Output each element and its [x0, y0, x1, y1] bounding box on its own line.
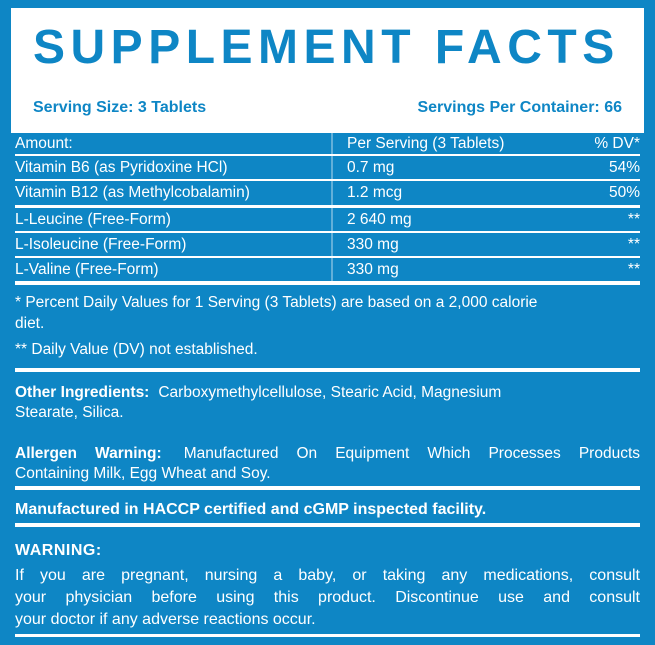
col-header-amount: Amount:: [15, 135, 73, 152]
table-row: L-Isoleucine (Free-Form) 330 mg **: [15, 233, 640, 258]
table-row: L-Valine (Free-Form) 330 mg **: [15, 258, 640, 285]
serving-row: Serving Size: 3 Tablets Servings Per Con…: [33, 99, 622, 117]
divider-rule: [15, 523, 640, 527]
other-ingredients-line: Stearate, Silica.: [15, 404, 124, 421]
nutrient-name: Vitamin B6 (as Pyridoxine HCl): [15, 159, 228, 176]
table-row: L-Leucine (Free-Form) 2 640 mg **: [15, 208, 640, 233]
nutrient-dv: **: [627, 211, 640, 228]
facility-statement: Manufactured in HACCP certified and cGMP…: [15, 501, 487, 518]
nutrient-amount: 1.2 mcg: [347, 184, 403, 201]
footnote-daily-value: * Percent Daily Values for 1 Serving (3 …: [15, 292, 640, 334]
footnote-line: diet.: [15, 315, 45, 332]
divider-rule: [15, 486, 640, 490]
nutrient-table: Amount: Per Serving (3 Tablets) % DV* Vi…: [15, 133, 640, 285]
nutrient-dv: 50%: [608, 184, 640, 201]
footnote-not-established: ** Daily Value (DV) not established.: [15, 341, 258, 358]
serving-size: Serving Size: 3 Tablets: [33, 99, 207, 116]
table-row: Vitamin B12 (as Methylcobalamin) 1.2 mcg…: [15, 181, 640, 208]
facts-body: Amount: Per Serving (3 Tablets) % DV* Vi…: [11, 133, 644, 637]
col-header-dv: % DV*: [594, 135, 640, 152]
col-header-per-serving: Per Serving (3 Tablets): [347, 135, 505, 152]
warning-line: your doctor if any adverse reactions occ…: [15, 611, 316, 628]
allergen-line: Allergen Warning: Manufactured On Equipm…: [15, 444, 640, 464]
warning-heading: WARNING:: [15, 542, 102, 559]
nutrient-name: L-Valine (Free-Form): [15, 261, 159, 278]
nutrient-dv: 54%: [608, 159, 640, 176]
bottom-rule: [15, 634, 640, 637]
allergen-text: Manufactured On Equipment Which Processe…: [183, 445, 641, 462]
nutrient-name: L-Isoleucine (Free-Form): [15, 236, 187, 253]
allergen-warning: Allergen Warning: Manufactured On Equipm…: [15, 444, 640, 484]
nutrient-amount: 330 mg: [347, 236, 399, 253]
nutrient-dv: **: [627, 236, 640, 253]
header-panel: SUPPLEMENT FACTS Serving Size: 3 Tablets…: [11, 8, 644, 133]
nutrient-amount: 2 640 mg: [347, 211, 412, 228]
footnote-line: * Percent Daily Values for 1 Serving (3 …: [15, 294, 538, 311]
other-ingredients-line: Other Ingredients: Carboxymethylcellulose…: [15, 383, 640, 403]
other-ingredients-label: Other Ingredients:: [15, 384, 150, 401]
nutrient-name: Vitamin B12 (as Methylcobalamin): [15, 184, 250, 201]
warning-paragraph: If you are pregnant, nursing a baby, or …: [15, 565, 640, 631]
table-header-row: Amount: Per Serving (3 Tablets) % DV*: [15, 133, 640, 156]
nutrient-name: L-Leucine (Free-Form): [15, 211, 171, 228]
allergen-label: Allergen Warning:: [15, 445, 162, 462]
table-row: Vitamin B6 (as Pyridoxine HCl) 0.7 mg 54…: [15, 156, 640, 181]
warning-line: If you are pregnant, nursing a baby, or …: [15, 567, 640, 584]
allergen-line: Containing Milk, Egg Wheat and Soy.: [15, 465, 271, 482]
other-ingredients: Other Ingredients: Carboxymethylcellulose…: [15, 383, 640, 423]
servings-per-container: Servings Per Container: 66: [417, 99, 622, 116]
nutrient-amount: 0.7 mg: [347, 159, 395, 176]
nutrient-dv: **: [627, 261, 640, 278]
warning-line: your physician before using this product…: [15, 589, 640, 606]
nutrient-amount: 330 mg: [347, 261, 399, 278]
divider-rule: [15, 368, 640, 372]
page-title: SUPPLEMENT FACTS: [33, 21, 620, 74]
other-ingredients-text: Carboxymethylcellulose, Stearic Acid, Ma…: [158, 384, 502, 401]
